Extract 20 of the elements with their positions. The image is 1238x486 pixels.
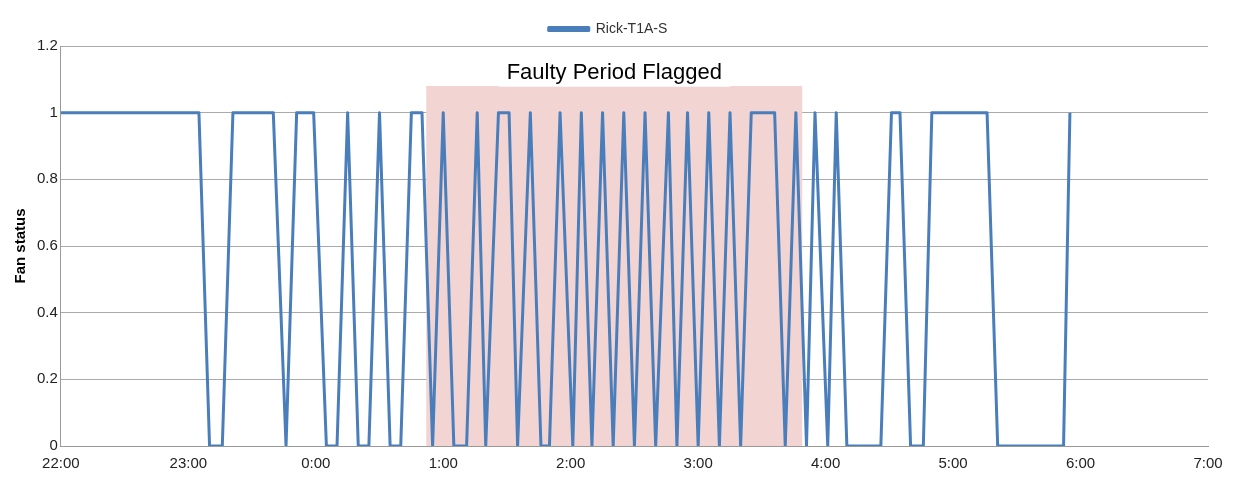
x-tick-label: 0:00: [301, 454, 331, 472]
y-tick-label: 1: [49, 102, 58, 120]
x-tick-label: 6:00: [1065, 454, 1096, 472]
x-tick-label: 4:00: [811, 454, 841, 472]
x-tick-label: 22:00: [42, 454, 80, 472]
band-label: Faulty Period Flagged: [506, 58, 722, 84]
x-tick-label: 2:00: [556, 454, 586, 472]
x-tick-label: 1:00: [428, 454, 458, 472]
y-tick-label: 0.8: [36, 169, 58, 187]
x-tick-label: 7:00: [1193, 454, 1223, 472]
x-tick-label: 23:00: [169, 454, 208, 472]
y-tick-label: 1.2: [36, 36, 58, 54]
y-axis-title: Fan status: [11, 208, 29, 284]
y-tick-label: 0.6: [36, 236, 58, 254]
x-tick-label: 3:00: [683, 454, 713, 472]
legend-label: Rick-T1A-S: [595, 19, 668, 36]
y-tick-label: 0.2: [36, 369, 58, 387]
y-tick-label: 0.4: [36, 302, 58, 320]
x-tick-label: 5:00: [938, 454, 968, 472]
y-tick-label: 0: [49, 436, 58, 454]
